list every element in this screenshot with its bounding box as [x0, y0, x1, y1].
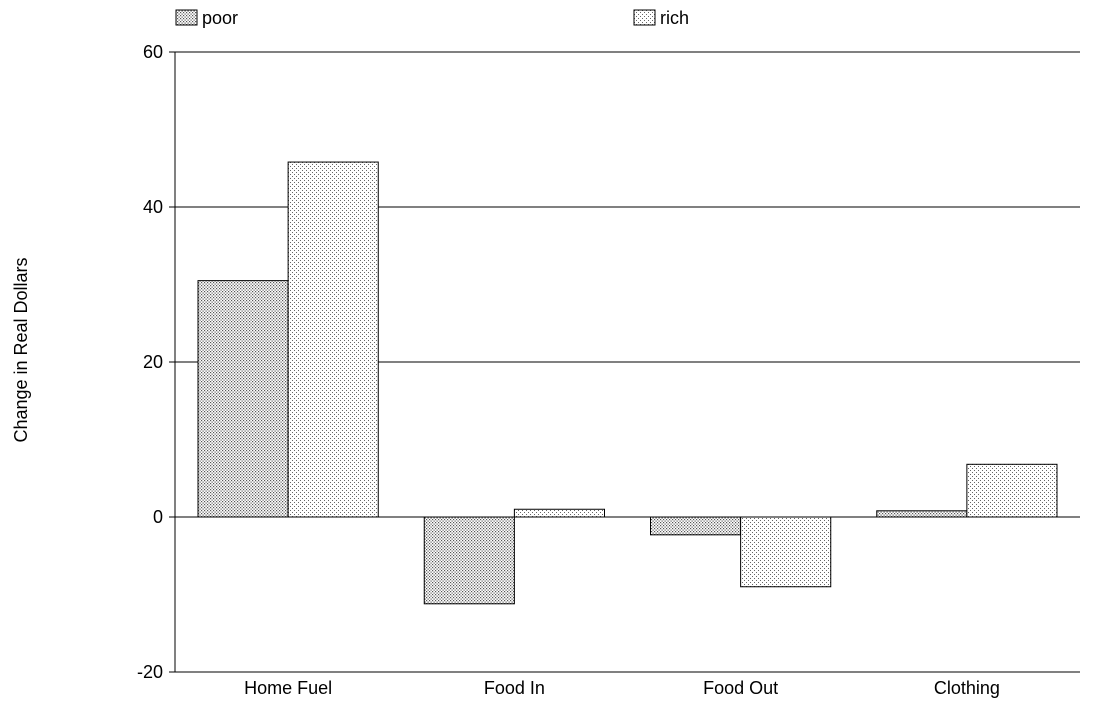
y-tick-label-1: 0 — [153, 507, 163, 527]
bar-rich-food-in — [513, 508, 605, 518]
bar-poor-food-out — [650, 516, 742, 536]
x-tick-label-2: Food Out — [703, 678, 778, 698]
bar-poor-clothing — [876, 510, 968, 518]
x-tick-label-1: Food In — [484, 678, 545, 698]
y-axis-label: Change in Real Dollars — [11, 257, 31, 442]
y-tick-label-3: 40 — [143, 197, 163, 217]
legend-item-poor: poor — [175, 8, 238, 28]
x-tick-label-0: Home Fuel — [244, 678, 332, 698]
legend-swatch-rich — [633, 9, 656, 26]
y-tick-label-4: 60 — [143, 42, 163, 62]
bar-rich-clothing — [966, 463, 1058, 518]
y-tick-label-2: 20 — [143, 352, 163, 372]
x-tick-label-3: Clothing — [934, 678, 1000, 698]
bar-rich-food-out — [740, 516, 832, 588]
legend-item-rich: rich — [633, 8, 689, 28]
y-tick-labels: -20 0 20 40 60 — [137, 42, 163, 682]
bars — [197, 161, 1058, 605]
legend: poor rich — [175, 8, 689, 28]
legend-label-poor: poor — [202, 8, 238, 28]
x-tick-labels: Home Fuel Food In Food Out Clothing — [244, 678, 1000, 698]
legend-swatch-poor — [175, 9, 198, 26]
bar-poor-food-in — [423, 516, 515, 605]
legend-label-rich: rich — [660, 8, 689, 28]
bar-poor-home-fuel — [197, 280, 289, 518]
y-tick-label-0: -20 — [137, 662, 163, 682]
axes — [169, 51, 1080, 673]
bar-rich-home-fuel — [287, 161, 379, 518]
